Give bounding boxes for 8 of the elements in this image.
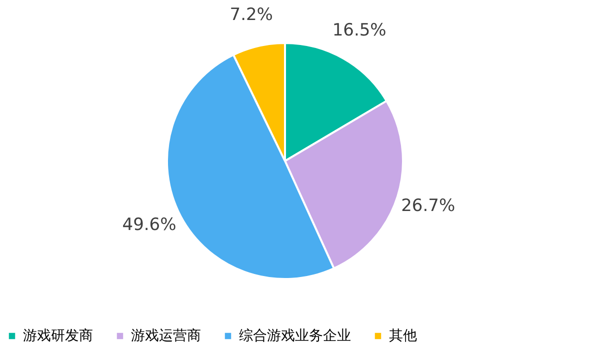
data-label: 26.7%: [401, 196, 456, 216]
legend-label: 其他: [389, 328, 417, 344]
legend-label: 游戏运营商: [131, 328, 201, 344]
data-label: 49.6%: [122, 214, 176, 235]
data-label: 16.5%: [332, 20, 386, 41]
legend-label: 综合游戏业务企业: [239, 328, 351, 344]
data-label: 7.2%: [230, 4, 273, 25]
legend-label: 游戏研发商: [23, 328, 93, 344]
